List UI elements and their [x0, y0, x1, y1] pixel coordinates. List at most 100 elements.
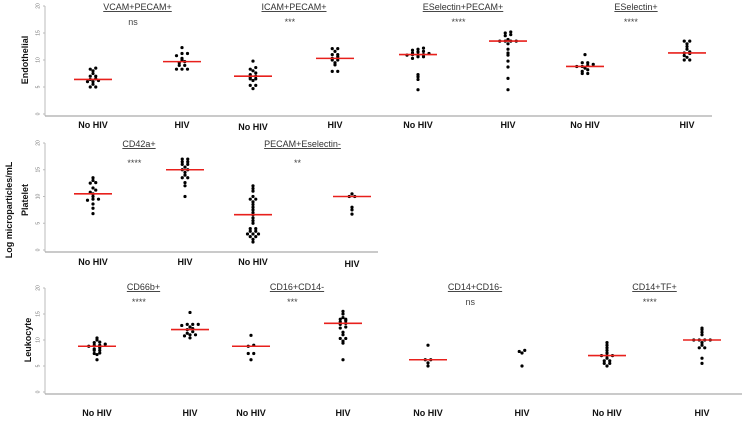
- row-label: Leukocyte: [23, 318, 33, 363]
- data-point: [183, 194, 187, 199]
- data-point: [251, 210, 255, 215]
- data-point: [251, 205, 255, 209]
- data-point: [330, 47, 334, 51]
- data-point: [700, 361, 704, 365]
- data-point: [95, 358, 99, 362]
- data-point: [98, 340, 102, 344]
- data-point: [338, 336, 342, 341]
- group-label: HIV: [327, 120, 342, 130]
- y-tick-label: 5: [35, 222, 41, 225]
- data-point: [180, 157, 184, 161]
- data-point: [682, 54, 686, 58]
- data-point: [180, 67, 184, 71]
- data-point: [426, 364, 430, 368]
- data-point: [249, 333, 253, 337]
- data-point: [421, 46, 426, 50]
- y-tick-label: 0: [35, 248, 41, 251]
- data-point: [191, 322, 195, 326]
- data-point: [88, 190, 92, 194]
- data-point: [350, 208, 354, 212]
- data-point: [583, 53, 587, 57]
- data-point: [185, 67, 190, 71]
- y-tick-label: 0: [35, 112, 41, 115]
- y-tick-label: 15: [35, 311, 41, 317]
- data-point: [338, 317, 342, 321]
- data-point: [586, 71, 590, 76]
- data-point: [188, 325, 192, 329]
- group-label: HIV: [174, 120, 189, 130]
- data-point: [333, 61, 337, 65]
- data-point: [602, 361, 606, 365]
- data-point: [506, 51, 510, 55]
- data-point: [333, 49, 337, 53]
- data-point: [180, 176, 184, 180]
- data-point: [520, 351, 524, 355]
- data-point: [248, 67, 252, 71]
- significance-label: ***: [285, 17, 296, 27]
- data-point: [523, 348, 527, 352]
- panel-title: CD66b+: [127, 282, 160, 292]
- data-point: [410, 48, 415, 52]
- data-point: [254, 197, 258, 201]
- data-point: [94, 188, 98, 192]
- data-point: [344, 317, 348, 321]
- group-label: HIV: [514, 408, 529, 418]
- data-point: [88, 67, 92, 71]
- data-point: [416, 72, 420, 77]
- row-label: Platelet: [20, 184, 30, 216]
- panel-title: ESelectin+: [614, 2, 657, 12]
- data-point: [605, 343, 609, 347]
- data-point: [336, 53, 340, 57]
- significance-label: ns: [128, 17, 138, 27]
- data-point: [350, 212, 354, 216]
- data-point: [256, 232, 261, 236]
- data-point: [682, 39, 686, 43]
- data-point: [91, 82, 95, 86]
- data-point: [506, 65, 510, 69]
- data-point: [91, 194, 95, 199]
- data-point: [188, 310, 192, 315]
- panel-title: ESelectin+PECAM+: [423, 2, 504, 12]
- group-label: No HIV: [238, 122, 268, 132]
- data-point: [92, 351, 96, 356]
- data-point: [92, 347, 96, 351]
- data-point: [188, 333, 192, 337]
- data-point: [700, 330, 704, 334]
- significance-label: **: [294, 158, 302, 168]
- data-point: [254, 235, 258, 239]
- data-point: [98, 348, 102, 352]
- data-point: [185, 322, 189, 326]
- data-point: [85, 80, 90, 84]
- data-point: [330, 53, 334, 57]
- group-label: HIV: [694, 408, 709, 418]
- data-point: [254, 83, 258, 87]
- data-point: [183, 184, 187, 188]
- data-point: [254, 77, 258, 81]
- data-point: [605, 364, 609, 368]
- y-tick-label: 5: [35, 85, 41, 88]
- data-point: [88, 74, 92, 78]
- data-point: [341, 333, 345, 337]
- significance-label: ****: [624, 17, 639, 27]
- data-point: [509, 30, 513, 34]
- data-point: [344, 325, 348, 329]
- y-tick-label: 5: [35, 364, 41, 367]
- significance-label: ****: [451, 17, 466, 27]
- group-label: HIV: [335, 408, 350, 418]
- y-tick-label: 15: [35, 30, 41, 36]
- data-point: [426, 361, 430, 365]
- y-axis-label: Log microparticles/mL: [4, 161, 14, 258]
- data-point: [251, 218, 255, 223]
- data-point: [183, 63, 187, 67]
- data-point: [586, 68, 590, 72]
- data-point: [91, 69, 95, 73]
- data-point: [416, 50, 420, 54]
- significance-label: ***: [287, 297, 298, 307]
- data-point: [341, 358, 345, 362]
- data-point: [85, 198, 90, 202]
- data-point: [251, 216, 255, 220]
- data-point: [180, 160, 184, 164]
- data-point: [248, 72, 252, 77]
- data-point: [685, 47, 689, 51]
